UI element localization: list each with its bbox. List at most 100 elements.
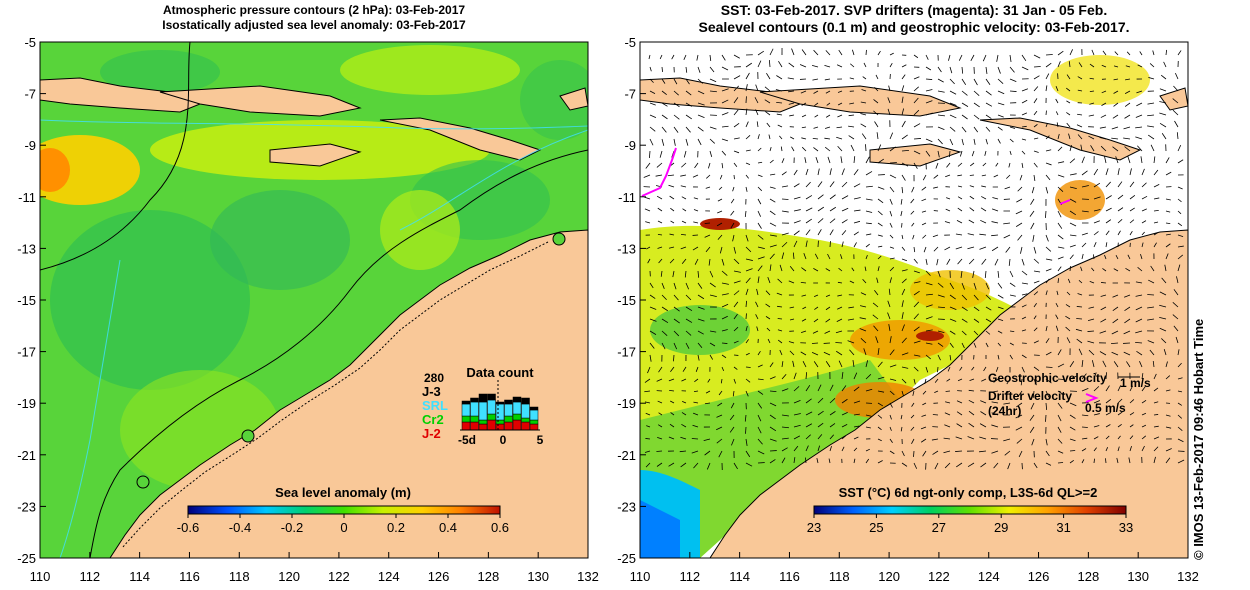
velocity-vector xyxy=(694,378,699,383)
velocity-vector xyxy=(1124,114,1131,119)
velocity-vector xyxy=(757,402,763,409)
velocity-vector xyxy=(801,146,807,152)
velocity-vector xyxy=(1136,350,1143,356)
velocity-vector xyxy=(647,258,651,264)
velocity-vector xyxy=(733,85,740,92)
data-count-x-tick: 5 xyxy=(537,433,544,447)
velocity-vector xyxy=(877,198,884,204)
velocity-vector xyxy=(1021,354,1027,359)
velocity-vector xyxy=(1081,253,1084,260)
velocity-vector xyxy=(645,221,651,224)
velocity-vector xyxy=(1009,270,1014,278)
velocity-vector xyxy=(721,315,728,320)
velocity-vector xyxy=(643,174,651,178)
velocity-vector xyxy=(1016,438,1023,444)
velocity-vector xyxy=(1099,137,1107,140)
right-lat-tick: -15 xyxy=(617,293,636,308)
velocity-vector xyxy=(813,90,819,94)
velocity-vector xyxy=(801,126,807,129)
velocity-vector xyxy=(1045,325,1048,332)
velocity-vector xyxy=(697,330,704,335)
velocity-vector xyxy=(645,162,651,169)
velocity-vector xyxy=(1123,126,1131,130)
velocity-vector xyxy=(1033,246,1037,254)
velocity-vector xyxy=(889,266,895,272)
altimeter-tracks xyxy=(40,119,588,558)
data-count-bar-segment xyxy=(529,423,539,431)
velocity-vector xyxy=(1030,402,1035,410)
right-lat-tick: -13 xyxy=(617,241,636,256)
velocity-vector xyxy=(709,78,717,83)
velocity-vector xyxy=(836,318,843,322)
velocity-vector xyxy=(673,294,679,301)
velocity-vector xyxy=(848,135,855,140)
velocity-vector xyxy=(673,282,677,290)
velocity-vector xyxy=(1045,450,1050,457)
velocity-vector xyxy=(1159,317,1167,320)
velocity-vector xyxy=(1111,126,1119,130)
velocity-vector xyxy=(670,207,675,212)
velocity-vector xyxy=(968,399,975,404)
drifter-label-24hr: (24hr) xyxy=(988,404,1021,418)
velocity-vector xyxy=(1068,61,1071,68)
velocity-vector xyxy=(793,196,801,200)
velocity-vector xyxy=(673,342,678,350)
velocity-vector xyxy=(769,426,777,432)
velocity-vector xyxy=(829,423,836,428)
velocity-vector xyxy=(956,220,963,224)
velocity-vector xyxy=(888,85,891,92)
velocity-vector xyxy=(835,342,843,344)
velocity-vector xyxy=(757,246,765,249)
right-map-title: SST: 03-Feb-2017. SVP drifters (magenta)… xyxy=(640,2,1188,36)
left-map-axes: 110 112 114 116 118 120 122 124 126 128 130 132-5-7… xyxy=(17,35,599,584)
velocity-vector xyxy=(769,402,777,407)
velocity-vector xyxy=(1173,325,1179,332)
velocity-vector xyxy=(745,366,751,368)
velocity-vector xyxy=(719,246,723,254)
velocity-vector xyxy=(1003,234,1011,239)
velocity-vector xyxy=(887,312,891,320)
velocity-vector xyxy=(985,138,988,145)
velocity-vector xyxy=(1135,114,1143,118)
velocity-vector xyxy=(757,426,762,434)
right-lat-tick: -7 xyxy=(624,87,636,102)
velocity-vector xyxy=(781,185,789,188)
velocity-vector xyxy=(979,423,987,428)
velocity-vector xyxy=(961,306,968,312)
velocity-vector xyxy=(718,186,723,191)
velocity-vector xyxy=(827,253,831,260)
velocity-vector xyxy=(1057,414,1062,422)
left-landmass xyxy=(40,77,588,558)
left-lat-tick: -21 xyxy=(17,448,36,463)
data-count-bar-segment xyxy=(495,419,505,425)
velocity-vector xyxy=(1093,400,1101,404)
velocity-vector xyxy=(837,145,843,152)
data-count-x-tick: 0 xyxy=(500,433,507,447)
right-lat-tick: -19 xyxy=(617,396,636,411)
velocity-vector xyxy=(709,126,717,130)
velocity-vector xyxy=(813,126,819,129)
velocity-vector xyxy=(1141,195,1148,200)
velocity-vector xyxy=(853,425,860,428)
data-count-bar-segment xyxy=(521,397,530,405)
velocity-vector xyxy=(769,234,777,237)
velocity-vector xyxy=(645,412,651,416)
velocity-vector xyxy=(841,412,848,416)
velocity-vector xyxy=(1147,134,1155,140)
velocity-vector xyxy=(745,277,751,284)
right-lat-tick: -25 xyxy=(617,551,636,566)
velocity-vector xyxy=(703,438,711,441)
velocity-vector xyxy=(1100,114,1107,118)
velocity-vector xyxy=(1141,231,1145,236)
left-map-title: Atmospheric pressure contours (2 hPa): 0… xyxy=(40,3,588,33)
velocity-vector xyxy=(969,174,975,176)
velocity-vector xyxy=(645,462,651,468)
velocity-vector xyxy=(769,48,774,56)
velocity-vector xyxy=(730,198,735,204)
velocity-vector xyxy=(721,162,724,169)
velocity-vector xyxy=(1153,242,1157,248)
velocity-vector xyxy=(744,210,747,217)
velocity-vector xyxy=(1089,63,1095,68)
velocity-vector xyxy=(1033,54,1041,59)
velocity-vector xyxy=(757,147,762,152)
